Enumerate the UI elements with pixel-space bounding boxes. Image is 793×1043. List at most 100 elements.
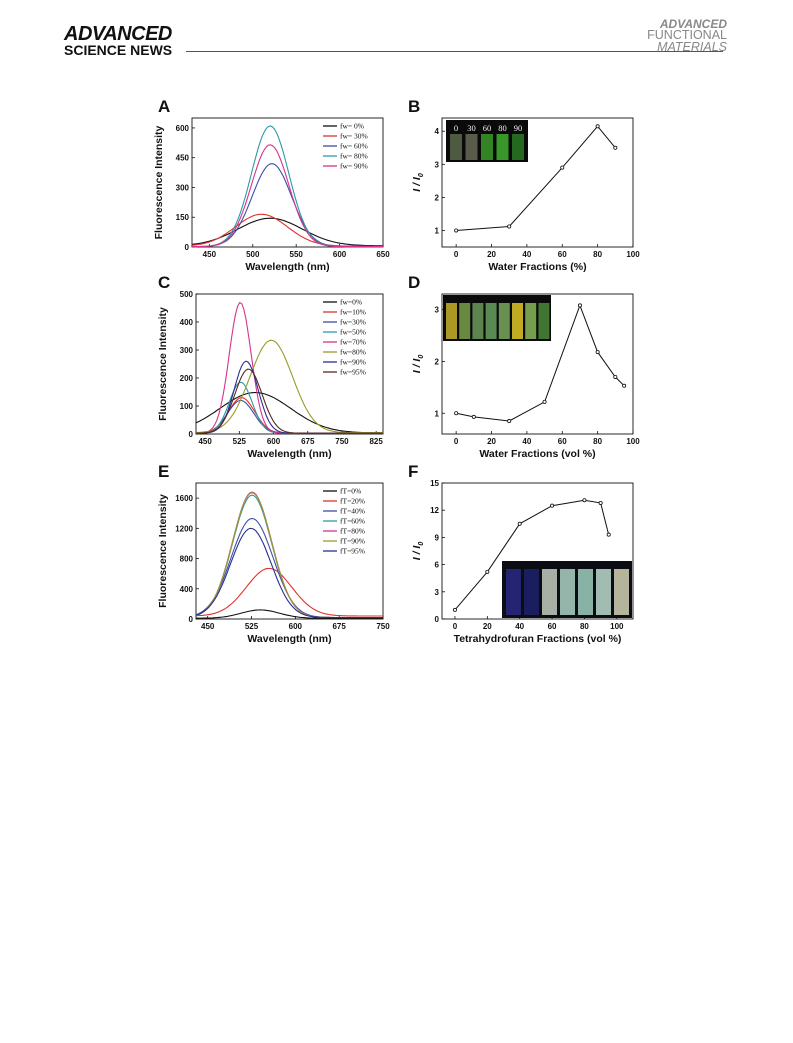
vial-image xyxy=(459,303,471,339)
spectrum-line xyxy=(196,339,383,434)
y-tick-label: 450 xyxy=(176,154,190,163)
y-tick-label: 400 xyxy=(180,318,194,327)
plot-frame xyxy=(441,482,634,620)
y-tick-label: 500 xyxy=(180,290,194,299)
x-tick-label: 60 xyxy=(558,437,567,446)
plot-frame xyxy=(441,293,634,435)
chart-e: E 450 525 600 675 750 0 400 800 1200 1600 Wavelengt… xyxy=(157,462,390,645)
y-tick-label: 4 xyxy=(435,127,440,136)
x-tick-label: 40 xyxy=(522,437,531,446)
logo-right-functional: FUNCTIONAL xyxy=(647,28,727,43)
data-point xyxy=(622,383,627,388)
x-tick-label: 450 xyxy=(203,250,217,259)
y-tick-label: 2 xyxy=(435,193,440,202)
vial-image xyxy=(578,569,593,615)
legend-entry: fw=90% xyxy=(340,358,366,367)
legend-entry: fT=20% xyxy=(340,497,365,506)
x-tick-label: 40 xyxy=(522,250,531,259)
legend-entry: fT=40% xyxy=(340,507,365,516)
y-axis-label: I / I0 xyxy=(411,542,425,561)
x-tick-label: 675 xyxy=(301,437,315,446)
data-point xyxy=(560,165,565,170)
vial-image xyxy=(525,303,537,339)
data-point xyxy=(595,124,600,129)
y-tick-label: 300 xyxy=(176,183,190,192)
x-axis-label: Wavelength (nm) xyxy=(247,633,331,645)
y-axis-label: Fluorescence Intensity xyxy=(153,125,165,239)
y-tick-label: 3 xyxy=(435,160,440,169)
vial-image xyxy=(485,303,497,339)
figure-panel-b: B 0 20 40 60 80 100 1 2 3 4 Water Fractions (%) I / … xyxy=(400,92,640,280)
vial-image xyxy=(481,134,493,160)
data-point xyxy=(471,414,476,419)
y-tick-label: 1 xyxy=(435,226,440,235)
legend-entry: fw= 90% xyxy=(340,162,368,171)
y-tick-label: 100 xyxy=(180,402,194,411)
x-tick-label: 20 xyxy=(487,437,496,446)
y-tick-label: 150 xyxy=(176,213,190,222)
data-point xyxy=(595,350,600,355)
data-point xyxy=(606,532,611,537)
y-tick-label: 0 xyxy=(189,430,194,439)
data-point xyxy=(598,500,603,505)
chart-d: D 0 20 40 60 80 100 1 2 3 Water Fractions (vol %) I… xyxy=(408,273,640,460)
y-tick-label: 0 xyxy=(185,243,190,252)
x-tick-label: 0 xyxy=(454,250,459,259)
chart-f: F 0 20 40 60 80 100 0 3 6 9 12 15 Tetrahydrofuran Fra… xyxy=(408,462,634,645)
figure-panel-d: D 0 20 40 60 80 100 1 2 3 Water Fractions (vol %) I… xyxy=(400,273,640,470)
legend-entry: fw=80% xyxy=(340,348,366,357)
vial-image xyxy=(450,134,462,160)
vial-label: 30 xyxy=(467,123,476,133)
vial-label: 90 xyxy=(514,123,523,133)
legend-entry: fw= 60% xyxy=(340,142,368,151)
legend-entry: fw= 80% xyxy=(340,152,368,161)
x-tick-label: 825 xyxy=(369,437,383,446)
x-axis-label: Wavelength (nm) xyxy=(247,448,331,460)
data-point xyxy=(613,145,618,150)
y-tick-label: 1 xyxy=(435,409,440,418)
y-tick-label: 0 xyxy=(189,615,194,624)
data-point xyxy=(454,228,459,233)
figure-panel-e: E 450 525 600 675 750 0 400 800 1200 1600 Wavelengt… xyxy=(150,460,390,656)
ratio-line xyxy=(456,303,625,422)
figure-panel-f: F 0 20 40 60 80 100 0 3 6 9 12 15 Tetrahydrofuran Fra… xyxy=(400,460,640,656)
vial-image xyxy=(538,303,550,339)
vial-image xyxy=(542,569,557,615)
spectrum-line xyxy=(195,567,383,617)
logo-right-materials: MATERIALS xyxy=(657,40,727,55)
spectrum-line xyxy=(195,527,383,619)
x-tick-label: 80 xyxy=(593,437,602,446)
legend-entry: fw=70% xyxy=(340,338,366,347)
legend-entry: fw= 30% xyxy=(340,132,368,141)
plot-frame xyxy=(191,117,384,248)
vial-image xyxy=(498,303,510,339)
vial-image xyxy=(465,134,478,160)
panel-label-f: F xyxy=(408,462,418,481)
y-axis-label: I / I0 xyxy=(411,355,425,374)
data-point xyxy=(454,411,459,416)
y-tick-label: 200 xyxy=(180,374,194,383)
y-tick-label: 9 xyxy=(435,533,440,542)
spectrum-line xyxy=(196,609,383,619)
legend-entry: fT=95% xyxy=(340,547,365,556)
y-axis-label: Fluorescence Intensity xyxy=(157,494,169,608)
legend-entry: fw= 0% xyxy=(340,122,364,131)
data-point xyxy=(613,374,618,379)
x-tick-label: 60 xyxy=(548,622,557,631)
panel-label-c: C xyxy=(158,273,170,292)
legend-entry: fw=0% xyxy=(340,298,362,307)
vial-image xyxy=(524,569,539,615)
vial-image xyxy=(496,134,509,160)
legend-entry: fw=95% xyxy=(340,368,366,377)
header-rule xyxy=(186,51,723,52)
y-tick-label: 400 xyxy=(180,585,194,594)
y-tick-label: 6 xyxy=(435,561,440,570)
y-tick-label: 600 xyxy=(176,124,190,133)
spectrum-line xyxy=(192,163,383,248)
plot-frame xyxy=(441,117,634,248)
legend-entry: fw=10% xyxy=(340,308,366,317)
spectrum-line xyxy=(191,217,384,247)
vial-image xyxy=(560,569,575,615)
chart-b: B 0 20 40 60 80 100 1 2 3 4 Water Fractions (%) I / … xyxy=(408,97,640,273)
data-point xyxy=(507,419,512,424)
